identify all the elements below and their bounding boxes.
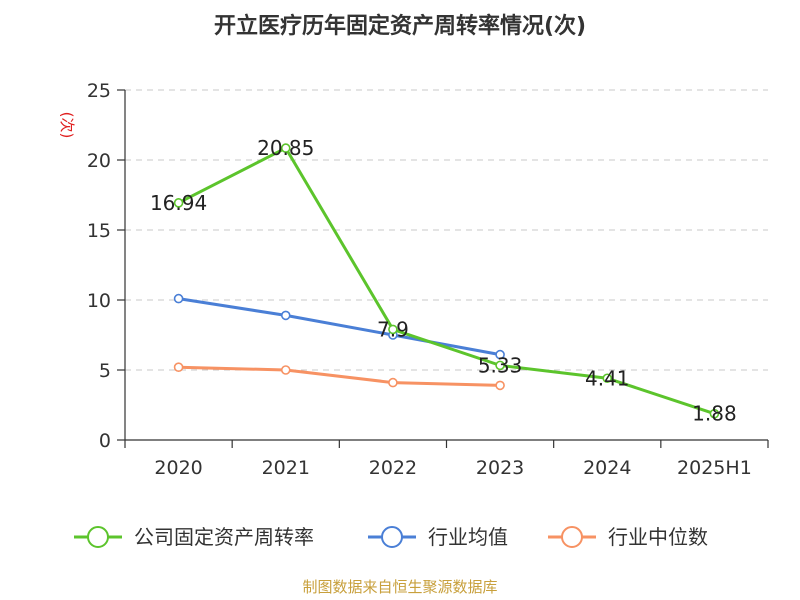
series-line <box>178 297 501 357</box>
data-point <box>173 293 184 304</box>
legend-item: 公司固定资产周转率 <box>74 525 314 549</box>
legend-marker <box>561 526 583 548</box>
data-point <box>388 324 398 335</box>
y-tick-label: 10 <box>87 290 111 312</box>
data-label: 5.33 <box>478 353 523 377</box>
series-0 <box>173 143 720 419</box>
source-note: 制图数据来自恒生聚源数据库 <box>302 578 497 596</box>
data-label: 7.9 <box>377 317 409 341</box>
x-tick-label: 2021 <box>262 457 310 479</box>
legend-label: 公司固定资产周转率 <box>134 525 314 549</box>
legend-marker <box>381 526 403 548</box>
data-point <box>709 408 720 419</box>
data-label: 1.88 <box>692 402 737 426</box>
data-point <box>280 365 291 375</box>
y-tick-label: 0 <box>99 430 111 452</box>
series-line <box>178 365 501 387</box>
data-point <box>280 310 291 321</box>
x-tick-label: 2022 <box>369 457 417 479</box>
chart-title: 开立医疗历年固定资产周转率情况(次) <box>214 13 586 39</box>
legend-item: 行业中位数 <box>548 525 708 549</box>
data-label: 16.94 <box>150 191 207 215</box>
data-point <box>602 373 613 384</box>
series-layer <box>173 143 720 419</box>
x-tick-label: 2020 <box>154 457 202 479</box>
y-tick-label: 5 <box>99 360 111 382</box>
y-tick-label: 20 <box>87 150 111 172</box>
data-label: 20.85 <box>257 136 314 160</box>
y-axis-label: (次) <box>58 112 76 139</box>
grid-lines <box>125 89 768 371</box>
legend-label: 行业中位数 <box>608 525 708 549</box>
legend-marker <box>87 526 109 548</box>
series-2 <box>173 362 505 391</box>
axes: 0 5 10 15 20 25 2020 2021 2022 2023 2024 2025H1 <box>87 80 769 479</box>
x-tick-label: 2024 <box>583 457 631 479</box>
y-tick-label: 15 <box>87 220 111 242</box>
data-labels: 16.94 20.85 7.9 5.33 4.41 1.88 <box>150 136 737 426</box>
legend-item: 行业均值 <box>368 525 508 549</box>
x-tick-label: 2023 <box>476 457 524 479</box>
legend-label: 行业均值 <box>428 525 508 549</box>
x-tick-label: 2025H1 <box>677 457 752 479</box>
data-point <box>495 349 505 360</box>
series-1 <box>173 293 505 360</box>
data-point <box>173 362 184 373</box>
data-point <box>388 377 398 388</box>
data-point <box>495 360 505 371</box>
data-label: 4.41 <box>585 366 630 390</box>
series-line <box>177 146 715 416</box>
y-tick-label: 25 <box>87 80 111 102</box>
data-point <box>173 198 184 208</box>
data-point <box>495 380 505 391</box>
data-point <box>280 143 291 153</box>
legend: 公司固定资产周转率 行业均值 行业中位数 <box>74 525 708 549</box>
